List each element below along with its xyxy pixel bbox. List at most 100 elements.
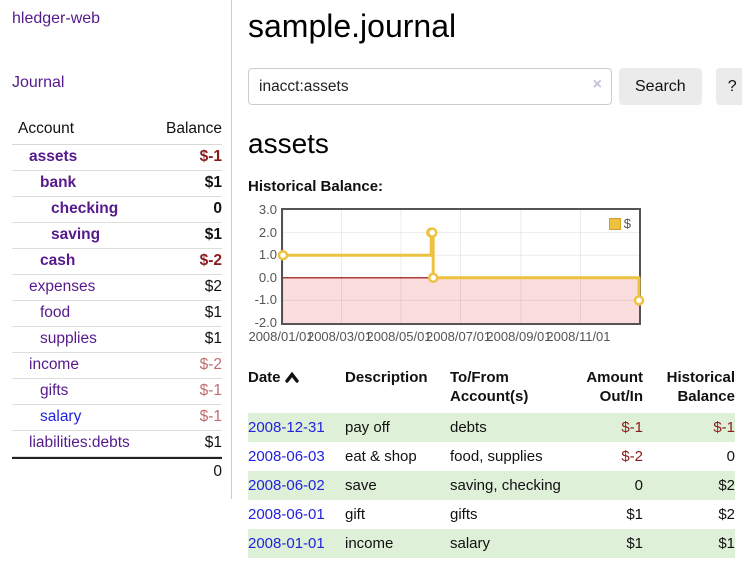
account-link-food[interactable]: food — [40, 304, 71, 321]
account-balance: $1 — [204, 226, 222, 243]
accounts-total: 0 — [12, 457, 222, 485]
account-link-bank[interactable]: bank — [40, 174, 77, 191]
account-link-saving[interactable]: saving — [51, 226, 101, 243]
x-tick-label: 2008/11/01 — [546, 329, 611, 344]
account-link-expenses[interactable]: expenses — [29, 278, 96, 295]
account-row: liabilities:debts $1 — [12, 431, 222, 457]
clear-search-icon[interactable]: × — [592, 76, 602, 93]
account-balance: $1 — [204, 434, 222, 451]
register-column-header[interactable]: Date — [248, 368, 345, 406]
transaction-description: pay off — [345, 419, 390, 436]
account-balance: $1 — [204, 174, 222, 191]
account-balance: 0 — [213, 200, 222, 217]
account-balance: $-2 — [199, 252, 222, 269]
sidebar-item-journal[interactable]: Journal — [12, 74, 65, 91]
register-row: 2008-06-03 eat & shop food, supplies $-2 0 — [248, 442, 735, 471]
chart-section-label: Historical Balance: — [248, 178, 384, 195]
account-balance: $-2 — [199, 356, 222, 373]
column-header-text-line2: Out/In — [599, 388, 643, 405]
transaction-date-link[interactable]: 2008-06-03 — [248, 448, 325, 465]
transaction-amount: $-1 — [621, 419, 643, 436]
account-link-gifts[interactable]: gifts — [40, 382, 69, 399]
account-row: checking 0 — [12, 197, 222, 223]
register-column-header: To/From Account(s) — [450, 368, 580, 406]
balance-chart-canvas — [277, 210, 645, 323]
page-title: sample.journal — [248, 8, 457, 44]
transaction-date-link[interactable]: 2008-06-02 — [248, 477, 325, 494]
x-tick-label: 2008/09/01 — [486, 329, 552, 344]
account-page-title: assets — [248, 128, 329, 159]
account-column-header: Account — [18, 120, 75, 137]
account-balance: $-1 — [199, 148, 222, 165]
account-balance: $1 — [204, 330, 222, 347]
transaction-accounts: gifts — [450, 506, 478, 523]
account-link-assets[interactable]: assets — [29, 148, 78, 165]
account-link-liabilities-debts[interactable]: liabilities:debts — [29, 434, 130, 451]
register-row: 2008-01-01 income salary $1 $1 — [248, 529, 735, 558]
accounts-table-header: Account Balance — [12, 118, 222, 145]
transaction-amount: $-2 — [621, 448, 643, 465]
transaction-accounts: food, supplies — [450, 448, 543, 465]
account-balance: $-1 — [199, 382, 222, 399]
column-header-text: Description — [345, 369, 428, 386]
legend-label: $ — [623, 216, 631, 231]
column-header-text: Date — [248, 369, 281, 386]
historical-balance-chart: $ 3.0 2.0 1.0 0.0 -1.0 -2.0 2008/01/01 2008/03… — [248, 202, 647, 347]
x-axis-labels: 2008/01/01 2008/03/01 2008/05/01 2008/07/01… — [248, 329, 637, 347]
legend-swatch-icon — [608, 217, 621, 230]
x-tick-label: 2008/05/01 — [366, 329, 432, 344]
chevron-up-icon — [284, 371, 299, 383]
account-balance: $-1 — [199, 408, 222, 425]
y-tick-label: 2.0 — [258, 224, 277, 240]
balance-column-header: Balance — [165, 120, 222, 137]
chart-legend: $ — [606, 215, 633, 232]
account-balance: $1 — [204, 304, 222, 321]
transaction-date-link[interactable]: 2008-12-31 — [248, 419, 325, 436]
account-link-checking[interactable]: checking — [51, 200, 119, 217]
x-tick-label: 2008/03/01 — [306, 329, 373, 344]
search-button[interactable]: Search — [619, 68, 702, 105]
balance-chart-plot[interactable]: $ 3.0 2.0 1.0 0.0 -1.0 -2.0 — [255, 202, 645, 330]
register-row: 2008-12-31 pay off debts $-1 $-1 — [248, 413, 735, 442]
account-row: salary $-1 — [12, 405, 222, 431]
register-table: Date Description To/From Account(s) Amount Ou… — [248, 366, 735, 558]
account-link-income[interactable]: income — [29, 356, 79, 373]
x-tick-label: 2008/01/01 — [248, 329, 314, 344]
register-header: Date Description To/From Account(s) Amount Ou… — [248, 366, 735, 413]
transaction-description: eat & shop — [345, 448, 417, 465]
column-header-text-line2: Balance — [677, 388, 735, 405]
transaction-balance: 0 — [726, 448, 735, 465]
account-row: cash $-2 — [12, 249, 222, 275]
transaction-balance: $1 — [718, 535, 735, 552]
column-header-text-line2: Account(s) — [450, 388, 529, 405]
account-link-supplies[interactable]: supplies — [40, 330, 97, 347]
transaction-accounts: debts — [450, 419, 487, 436]
transaction-balance: $2 — [718, 477, 735, 494]
register-column-header: Historical Balance — [643, 368, 735, 406]
column-header-text: Historical — [666, 369, 735, 386]
account-rows: assets $-1 bank $1 checking 0 saving $1 cash $-2 e… — [12, 145, 222, 457]
transaction-accounts: saving, checking — [450, 477, 561, 494]
search-input[interactable] — [248, 68, 612, 105]
x-tick-label: 2008/07/01 — [425, 329, 492, 344]
account-row: gifts $-1 — [12, 379, 222, 405]
transaction-date-link[interactable]: 2008-06-01 — [248, 506, 325, 523]
register-row: 2008-06-01 gift gifts $1 $2 — [248, 500, 735, 529]
transaction-amount: $1 — [626, 506, 643, 523]
help-button[interactable]: ? — [715, 68, 742, 105]
search-form: × Search ? — [248, 68, 742, 105]
app-brand-link[interactable]: hledger-web — [12, 10, 101, 27]
account-row: supplies $1 — [12, 327, 222, 353]
account-link-salary[interactable]: salary — [40, 408, 82, 425]
transaction-balance: $-1 — [713, 419, 735, 436]
accounts-table: Account Balance assets $-1 bank $1 checking 0… — [12, 118, 222, 485]
account-row: expenses $2 — [12, 275, 222, 301]
main-content: sample.journal × Search ? assets Histori… — [232, 0, 742, 568]
transaction-date-link[interactable]: 2008-01-01 — [248, 535, 325, 552]
account-row: income $-2 — [12, 353, 222, 379]
transaction-amount: 0 — [634, 477, 643, 494]
account-link-cash[interactable]: cash — [40, 252, 76, 269]
y-tick-label: 0.0 — [258, 269, 277, 285]
transaction-balance: $2 — [718, 506, 735, 523]
